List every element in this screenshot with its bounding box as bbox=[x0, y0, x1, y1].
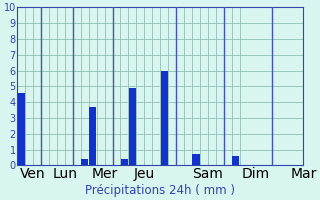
Bar bbox=[89, 107, 96, 165]
X-axis label: Précipitations 24h ( mm ): Précipitations 24h ( mm ) bbox=[85, 184, 235, 197]
Bar bbox=[232, 156, 239, 165]
Bar bbox=[121, 159, 128, 165]
Bar bbox=[192, 154, 200, 165]
Bar bbox=[161, 71, 168, 165]
Bar bbox=[81, 159, 88, 165]
Bar bbox=[129, 88, 136, 165]
Bar bbox=[18, 93, 25, 165]
